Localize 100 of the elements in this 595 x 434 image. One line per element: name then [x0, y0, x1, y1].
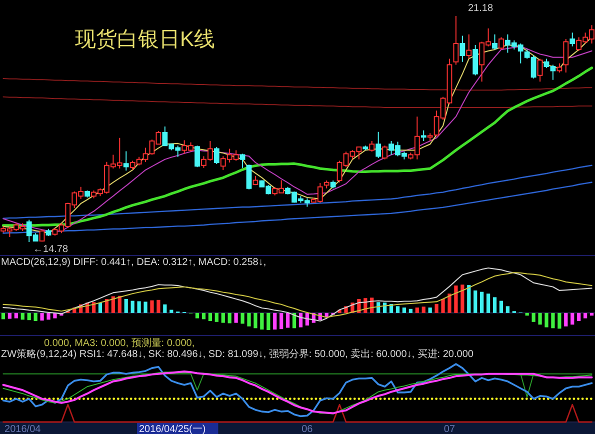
bar	[467, 285, 471, 313]
candlestick	[537, 58, 543, 82]
bar	[8, 312, 12, 319]
bar	[499, 300, 504, 313]
bar	[532, 312, 536, 322]
bar	[422, 306, 426, 313]
bar	[558, 312, 562, 329]
candlestick	[556, 62, 562, 73]
candlestick	[369, 140, 375, 152]
bar	[247, 312, 251, 326]
bar	[144, 302, 148, 313]
bar	[273, 312, 277, 330]
candlestick	[376, 131, 382, 158]
bar	[415, 308, 419, 313]
bar	[228, 312, 232, 324]
candlestick	[330, 180, 336, 189]
bar	[286, 312, 290, 328]
bar	[163, 304, 167, 313]
candlestick	[252, 175, 258, 186]
bar	[492, 297, 497, 313]
x-tick-label: 07	[444, 424, 456, 434]
bar	[150, 300, 154, 313]
bar	[124, 299, 128, 313]
candlestick	[240, 153, 246, 168]
bar	[195, 312, 200, 318]
chart-title: ZW策略(9,12,24) RSI1: 47.648↓, SK: 80.496↓, SD: 81.099↓, 强弱分界: 50.000, 卖出: 60.000↓, 买进: 20.000	[1, 348, 474, 360]
bar	[474, 290, 478, 313]
bar	[118, 296, 122, 313]
bar	[590, 312, 594, 316]
bar	[27, 312, 31, 320]
candlestick	[324, 180, 330, 189]
text: 21.18	[468, 3, 494, 14]
bar	[454, 286, 458, 313]
bar	[544, 312, 548, 328]
text: 2016/04/25(一)	[139, 424, 206, 434]
bar	[408, 308, 412, 313]
bar	[525, 312, 529, 316]
bar	[396, 306, 400, 313]
bar	[14, 312, 18, 318]
candlestick	[123, 150, 129, 172]
bar	[214, 312, 218, 322]
bar	[98, 302, 102, 313]
bar	[170, 310, 174, 313]
bar	[434, 304, 438, 313]
bar	[506, 306, 510, 313]
bar	[46, 312, 50, 320]
bar	[208, 312, 212, 322]
bar	[130, 300, 134, 313]
bar	[266, 312, 270, 330]
bar	[402, 308, 406, 313]
bar	[1, 312, 6, 320]
candlestick	[453, 16, 459, 66]
bar	[53, 312, 57, 318]
candlestick	[563, 38, 569, 73]
bar	[260, 312, 264, 330]
candlestick	[246, 164, 252, 190]
text: ←14.78	[33, 244, 68, 255]
bar	[20, 312, 24, 320]
bar	[240, 312, 244, 324]
bar	[280, 312, 284, 330]
candlestick	[420, 130, 426, 142]
candlestick	[46, 228, 52, 236]
candlestick	[362, 145, 368, 151]
bar	[577, 312, 581, 322]
bar	[564, 312, 568, 326]
bar	[298, 312, 303, 328]
bar	[254, 312, 258, 328]
bar	[428, 308, 432, 313]
x-tick-label: 06	[302, 424, 314, 434]
candlestick	[194, 145, 200, 168]
bar	[570, 312, 574, 325]
text: 现货白银日K线	[75, 28, 216, 51]
bar	[460, 284, 464, 313]
bar	[441, 299, 445, 313]
bar	[583, 312, 588, 318]
candlestick	[460, 35, 466, 62]
candlestick	[466, 34, 472, 60]
bar	[137, 301, 141, 313]
bar	[538, 312, 542, 325]
bar	[448, 294, 452, 313]
candlestick	[382, 145, 388, 160]
bar	[234, 312, 238, 323]
candlestick	[39, 229, 45, 242]
candlestick	[84, 190, 90, 198]
bar	[40, 312, 44, 321]
bar	[34, 312, 38, 322]
bar	[156, 300, 160, 313]
candlestick	[472, 44, 478, 76]
x-tick-label: 2016/04	[4, 424, 42, 434]
candlestick	[498, 36, 504, 50]
bar	[480, 292, 484, 313]
bar	[551, 312, 555, 328]
bar	[221, 312, 225, 323]
bar	[486, 294, 490, 313]
candlestick	[214, 146, 220, 164]
candlestick	[492, 34, 498, 50]
candlestick	[570, 32, 576, 47]
text: 0.000, MA3: 0.000, 预测量: 0.000,	[44, 337, 195, 349]
chart-title: MACD(26,12,9) DIFF: 0.441↑, DEA: 0.312↑, MACD: 0.258↓,	[1, 257, 266, 268]
bar	[202, 312, 206, 320]
